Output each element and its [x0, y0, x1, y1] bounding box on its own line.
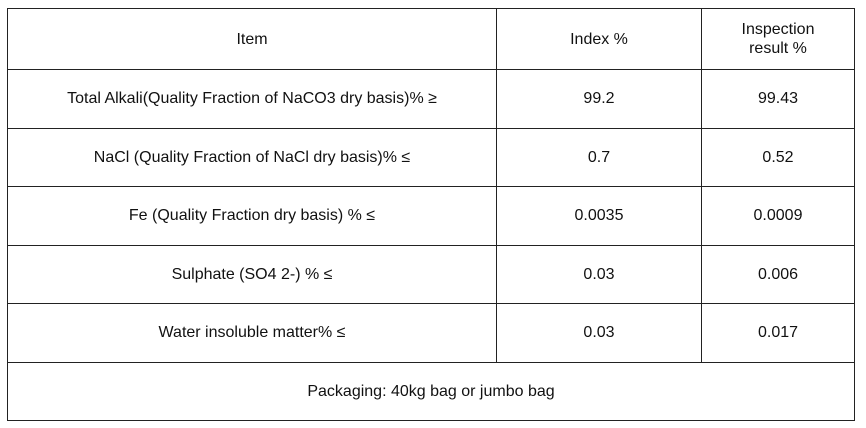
header-index: Index % [496, 8, 702, 70]
cell-result: 0.52 [701, 127, 855, 187]
packaging-row: Packaging: 40kg bag or jumbo bag [7, 361, 855, 421]
header-inspection-result-label: Inspection result % [741, 21, 815, 57]
cell-result: 99.43 [701, 69, 855, 129]
header-inspection-result: Inspection result % [701, 8, 855, 70]
table-row: Sulphate (SO4 2-) % ≤ 0.03 0.006 [7, 244, 855, 304]
table-row: Total Alkali(Quality Fraction of NaCO3 d… [7, 69, 855, 129]
header-item: Item [7, 8, 497, 70]
cell-result: 0.017 [701, 303, 855, 363]
cell-result: 0.006 [701, 244, 855, 304]
cell-item: Water insoluble matter% ≤ [7, 303, 497, 363]
cell-index: 0.0035 [496, 186, 702, 246]
table-row: Water insoluble matter% ≤ 0.03 0.017 [7, 303, 855, 363]
cell-index: 0.7 [496, 127, 702, 187]
specification-table: Item Index % Inspection result % Total A… [7, 8, 855, 421]
cell-index: 0.03 [496, 303, 702, 363]
table-row: Fe (Quality Fraction dry basis) % ≤ 0.00… [7, 186, 855, 246]
table-header-row: Item Index % Inspection result % [7, 8, 855, 70]
cell-result: 0.0009 [701, 186, 855, 246]
cell-item: NaCl (Quality Fraction of NaCl dry basis… [7, 127, 497, 187]
cell-item: Total Alkali(Quality Fraction of NaCO3 d… [7, 69, 497, 129]
packaging-note: Packaging: 40kg bag or jumbo bag [7, 361, 855, 421]
cell-index: 0.03 [496, 244, 702, 304]
cell-index: 99.2 [496, 69, 702, 129]
cell-item: Fe (Quality Fraction dry basis) % ≤ [7, 186, 497, 246]
table-row: NaCl (Quality Fraction of NaCl dry basis… [7, 127, 855, 187]
cell-item: Sulphate (SO4 2-) % ≤ [7, 244, 497, 304]
